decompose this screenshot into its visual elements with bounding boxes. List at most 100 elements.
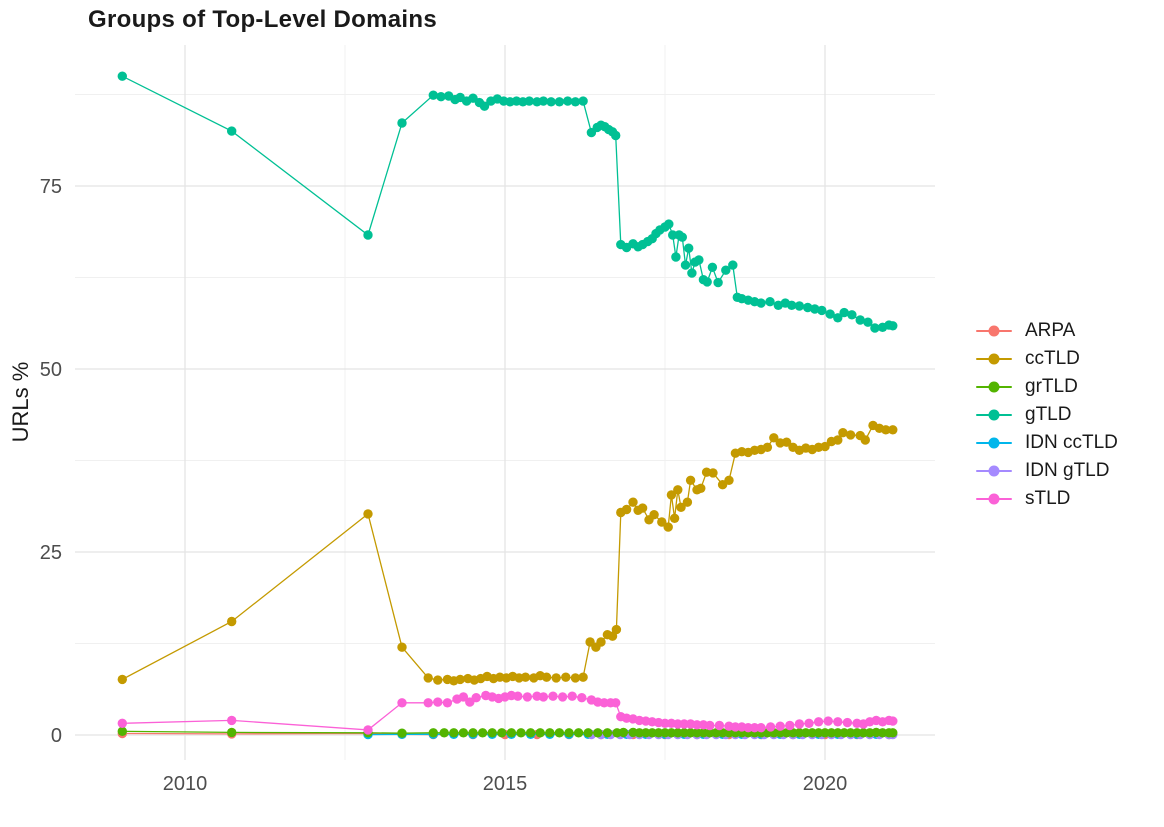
legend-label: sTLD — [1025, 487, 1071, 509]
series-point-cctld — [570, 673, 581, 683]
legend-key-icon — [976, 464, 1012, 478]
series-point-cctld — [881, 425, 891, 435]
series-point-gtld — [817, 305, 827, 316]
series-point-cctld — [669, 513, 680, 523]
series-point-grtld — [487, 728, 497, 738]
legend-label: IDN gTLD — [1025, 459, 1110, 481]
series-point-gtld — [546, 97, 556, 107]
series-point-gtld — [870, 323, 880, 333]
series-point-cctld — [666, 490, 677, 500]
legend-key-dot — [988, 493, 1000, 504]
legend-item-cctld: ccTLD — [976, 348, 1118, 369]
series-point-cctld — [520, 672, 531, 682]
series-point-cctld — [117, 674, 128, 685]
legend-item-arpa: ARPA — [976, 320, 1118, 341]
series-point-cctld — [820, 441, 830, 452]
series-point-gtld — [611, 130, 621, 141]
series-point-stld — [471, 693, 481, 703]
series-point-cctld — [708, 468, 718, 478]
series-point-gtld — [803, 302, 813, 313]
legend-item-idn-gtld: IDN gTLD — [976, 460, 1118, 481]
series-point-gtld — [117, 71, 128, 81]
series-point-stld — [363, 725, 373, 735]
series-point-grtld — [602, 728, 613, 738]
series-point-cctld — [888, 425, 898, 435]
series-point-grtld — [888, 728, 898, 738]
series-point-cctld — [637, 503, 648, 513]
series-point-stld — [458, 692, 469, 702]
series-point-gtld — [570, 97, 581, 107]
series-point-cctld — [578, 672, 588, 682]
series-point-gtld — [825, 309, 835, 319]
series-point-cctld — [724, 475, 734, 485]
legend-key-dot — [988, 437, 1000, 448]
series-point-grtld — [535, 728, 545, 738]
series-point-stld — [538, 692, 549, 702]
series-point-grtld — [477, 728, 488, 738]
series-point-gtld — [538, 96, 549, 106]
series-point-gtld — [680, 260, 691, 270]
series-point-cctld — [696, 483, 706, 493]
legend: ARPA ccTLD grTLD gTLD IDN ccTLD IDN gTLD sTLD — [976, 320, 1118, 509]
chart-title: Groups of Top-Level Domains — [88, 6, 438, 33]
series-point-grtld — [397, 728, 407, 738]
series-point-gtld — [578, 96, 588, 106]
series-point-cctld — [649, 510, 659, 520]
legend-key-icon — [976, 352, 1012, 366]
series-point-gtld — [397, 118, 407, 128]
series-point-grtld — [458, 728, 469, 738]
series-point-cctld — [596, 637, 606, 647]
series-point-stld — [714, 720, 725, 731]
series-point-cctld — [423, 673, 433, 683]
series-point-grtld — [428, 728, 438, 738]
series-point-grtld — [593, 728, 603, 738]
series-point-gtld — [554, 97, 565, 107]
series-point-gtld — [855, 315, 865, 325]
series-point-cctld — [685, 475, 696, 485]
legend-item-grtld: grTLD — [976, 376, 1118, 397]
series-point-cctld — [363, 509, 373, 519]
series-point-gtld — [479, 101, 490, 111]
series-point-cctld — [682, 497, 693, 507]
series-point-grtld — [525, 728, 536, 738]
series-point-cctld — [621, 504, 632, 515]
series-point-stld — [785, 720, 795, 731]
series-point-gtld — [728, 260, 738, 270]
series-point-gtld — [765, 297, 775, 307]
series-point-gtld — [702, 277, 712, 287]
series-point-cctld — [227, 616, 237, 627]
x-tick-label: 2020 — [803, 773, 848, 795]
series-point-grtld — [564, 728, 574, 738]
series-point-gtld — [428, 90, 438, 100]
series-point-stld — [705, 720, 715, 731]
series-point-stld — [227, 715, 237, 726]
series-point-gtld — [524, 96, 534, 106]
series-point-grtld — [506, 728, 517, 738]
legend-key-dot — [988, 409, 1000, 420]
series-point-grtld — [227, 727, 237, 738]
legend-label: ARPA — [1025, 319, 1076, 341]
x-tick-label: 2015 — [483, 773, 528, 795]
series-point-gtld — [756, 298, 766, 308]
series-point-stld — [765, 722, 776, 732]
series-point-stld — [794, 719, 805, 729]
series-point-stld — [513, 691, 523, 701]
legend-key-icon — [976, 324, 1012, 338]
series-point-stld — [442, 698, 453, 708]
series-point-stld — [833, 717, 843, 727]
series-point-grtld — [554, 728, 565, 738]
series-point-stld — [567, 691, 577, 701]
legend-key-icon — [976, 380, 1012, 394]
series-point-gtld — [227, 126, 237, 136]
series-point-cctld — [455, 674, 465, 685]
series-point-grtld — [516, 728, 526, 738]
legend-key-dot — [988, 325, 1000, 336]
legend-item-idn-cctld: IDN ccTLD — [976, 432, 1118, 453]
series-point-stld — [117, 718, 128, 728]
legend-item-stld: sTLD — [976, 488, 1118, 509]
legend-label: gTLD — [1025, 403, 1072, 425]
series-point-cctld — [781, 437, 792, 447]
series-point-gtld — [863, 317, 873, 327]
series-point-cctld — [833, 435, 843, 445]
